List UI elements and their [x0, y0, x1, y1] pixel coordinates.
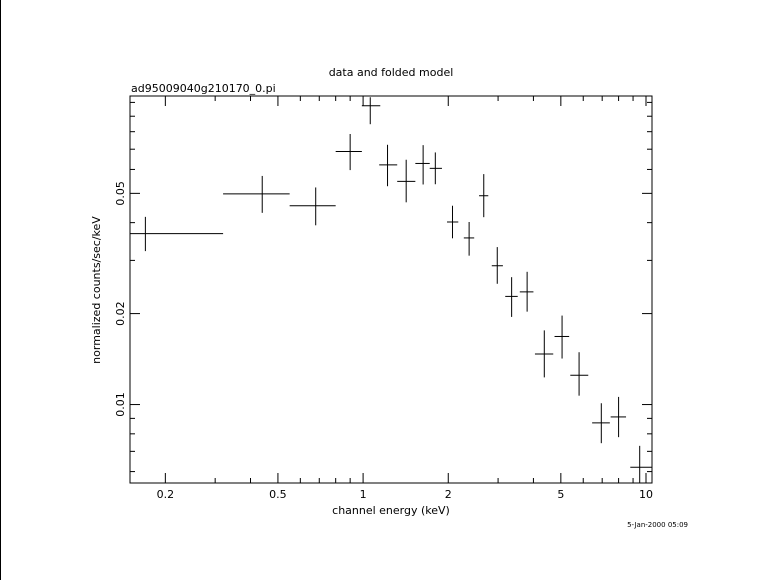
data-point: [592, 403, 610, 444]
tick-labels: 0.2 0.5 1 2 5 10 0.01 0.02 0.05: [114, 181, 653, 501]
data-points: [130, 97, 652, 483]
data-point: [463, 221, 475, 256]
x-tick-label: 1: [360, 488, 367, 501]
data-point: [361, 97, 381, 125]
data-point: [610, 396, 627, 438]
data-point: [491, 247, 503, 284]
data-point: [379, 144, 398, 187]
data-point: [335, 134, 362, 171]
x-axis-label: channel energy (keV): [332, 504, 450, 517]
x-tick-label: 10: [639, 488, 653, 501]
data-point: [519, 271, 534, 312]
x-tick-label: 0.5: [269, 488, 287, 501]
plot-frame: [129, 95, 653, 484]
data-point: [429, 152, 442, 185]
timestamp: 5-Jan-2000 05:09: [627, 521, 688, 529]
data-point: [397, 159, 416, 203]
data-point: [630, 445, 652, 483]
data-point: [505, 277, 518, 317]
data-point: [289, 187, 336, 226]
chart-title: data and folded model: [329, 66, 454, 79]
minor-ticks: [130, 96, 652, 483]
data-point: [479, 174, 489, 218]
data-point: [570, 352, 589, 396]
y-tick-label: 0.01: [114, 392, 127, 417]
data-point: [130, 216, 224, 252]
y-tick-label: 0.02: [114, 301, 127, 326]
major-ticks: [130, 96, 652, 483]
window-left-edge: [0, 0, 1, 580]
x-tick-label: 5: [557, 488, 564, 501]
data-point: [554, 315, 570, 359]
y-tick-label: 0.05: [114, 181, 127, 206]
chart-subtitle: ad95009040g210170_0.pi: [131, 82, 276, 95]
x-tick-label: 2: [445, 488, 452, 501]
x-tick-label: 0.2: [157, 488, 175, 501]
data-point: [415, 145, 430, 185]
data-point: [447, 205, 459, 239]
data-point: [534, 330, 554, 378]
data-point: [223, 175, 290, 213]
y-axis-label: normalized counts/sec/keV: [90, 216, 103, 364]
